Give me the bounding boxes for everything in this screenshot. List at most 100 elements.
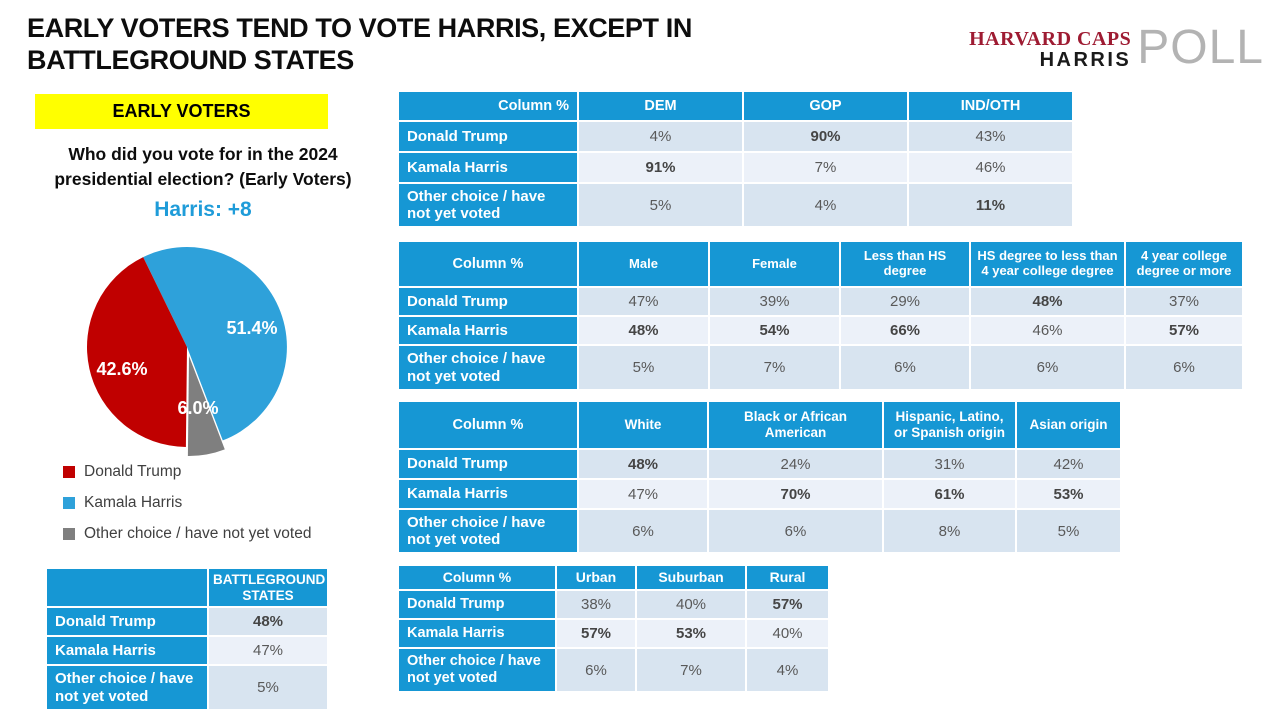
value-cell: 5%	[577, 182, 744, 228]
value-cell: 6%	[969, 344, 1126, 391]
value-cell: 6%	[707, 508, 884, 554]
header-row: Column % White Black or African American Hi…	[397, 400, 1122, 450]
trump-swatch-icon	[63, 466, 75, 478]
header-row: Column % Male Female Less than HS degree HS …	[397, 240, 1244, 288]
logo-harvard-caps: HARVARD CAPS	[969, 28, 1132, 50]
legend-item-trump: Donald Trump	[63, 463, 311, 481]
column-header: 4 year college degree or more	[1124, 240, 1244, 288]
column-header: IND/OTH	[907, 90, 1074, 122]
gender-education-table: Column % Male Female Less than HS degree HS …	[397, 240, 1244, 391]
column-header: Urban	[555, 564, 637, 591]
value-cell: 66%	[839, 315, 971, 346]
value-cell: 53%	[1015, 478, 1122, 510]
value-cell: 91%	[577, 151, 744, 184]
battleground-states-table: BATTLEGROUND STATES Donald Trump 48% Kamala…	[45, 567, 329, 711]
value-cell: 6%	[555, 647, 637, 693]
column-header: HS degree to less than 4 year college de…	[969, 240, 1126, 288]
header-row: Column % Urban Suburban Rural	[397, 564, 830, 591]
column-header: Column %	[397, 400, 579, 450]
value-cell: 70%	[707, 478, 884, 510]
harvard-caps-harris-poll-logo: HARVARD CAPS HARRIS POLL	[969, 21, 1264, 74]
harris-swatch-icon	[63, 497, 75, 509]
value-cell: 31%	[882, 448, 1017, 480]
row-label: Kamala Harris	[397, 478, 579, 510]
urbanicity-table: Column % Urban Suburban Rural Donald Trump 38…	[397, 564, 830, 693]
value-cell: 48%	[207, 606, 329, 637]
value-cell: 4%	[577, 120, 744, 153]
value-cell: 48%	[577, 448, 709, 480]
value-cell: 38%	[555, 589, 637, 620]
pie-chart: 51.4% 42.6% 6.0%	[87, 247, 287, 456]
row-label: Other choice / have not yet voted	[397, 344, 579, 391]
value-cell: 47%	[577, 478, 709, 510]
value-cell: 6%	[839, 344, 971, 391]
title-line-2: BATTLEGROUND STATES	[27, 45, 354, 76]
column-header: Column %	[397, 564, 557, 591]
column-header: Male	[577, 240, 710, 288]
value-cell: 4%	[742, 182, 909, 228]
table-row: Donald Trump 47% 39% 29% 48% 37%	[397, 286, 1244, 317]
value-cell: 4%	[745, 647, 830, 693]
pie-slice-other	[187, 356, 225, 456]
pie-legend: Donald Trump Kamala Harris Other choice …	[63, 463, 311, 556]
row-label: Other choice / have not yet voted	[397, 508, 579, 554]
value-cell: 7%	[708, 344, 841, 391]
value-cell: 40%	[745, 618, 830, 649]
party-table: Column % DEM GOP IND/OTH Donald Trump 4% 90% 43…	[397, 90, 1074, 228]
value-cell: 8%	[882, 508, 1017, 554]
row-label: Other choice / have not yet voted	[397, 647, 557, 693]
column-header: Column %	[397, 240, 579, 288]
value-cell: 37%	[1124, 286, 1244, 317]
value-cell: 90%	[742, 120, 909, 153]
column-header: Column %	[397, 90, 579, 122]
value-cell: 48%	[969, 286, 1126, 317]
legend-label: Donald Trump	[84, 463, 182, 480]
table-row: Other choice / have not yet voted 6% 6% 8% 5…	[397, 508, 1122, 554]
logo-poll: POLL	[1137, 21, 1264, 74]
value-cell: 5%	[207, 664, 329, 711]
column-header: White	[577, 400, 709, 450]
column-header: Hispanic, Latino, or Spanish origin	[882, 400, 1017, 450]
header-row: Column % DEM GOP IND/OTH	[397, 90, 1074, 122]
column-header: Rural	[745, 564, 830, 591]
value-cell: 61%	[882, 478, 1017, 510]
value-cell: 11%	[907, 182, 1074, 228]
legend-item-other: Other choice / have not yet voted	[63, 525, 311, 543]
column-header: Black or African American	[707, 400, 884, 450]
row-label: Donald Trump	[45, 606, 209, 637]
pie-slice-donald-trump	[87, 257, 187, 447]
value-cell: 46%	[969, 315, 1126, 346]
column-header: Female	[708, 240, 841, 288]
row-label: Donald Trump	[397, 589, 557, 620]
pie-label-harris: 51.4%	[226, 318, 277, 338]
poll-question: Who did you vote for in the 2024 preside…	[54, 144, 352, 190]
row-label: Donald Trump	[397, 448, 579, 480]
row-label: Other choice / have not yet voted	[45, 664, 209, 711]
column-header: BATTLEGROUND STATES	[207, 567, 329, 608]
value-cell: 5%	[577, 344, 710, 391]
value-cell: 57%	[745, 589, 830, 620]
title-line-1: EARLY VOTERS TEND TO VOTE HARRIS, EXCEPT…	[27, 13, 692, 43]
table-row: Donald Trump 48% 24% 31% 42%	[397, 448, 1122, 480]
harris-margin-callout: Harris: +8	[154, 198, 252, 221]
legend-label: Other choice / have not yet voted	[84, 525, 312, 542]
header-row: BATTLEGROUND STATES	[45, 567, 329, 608]
column-header: GOP	[742, 90, 909, 122]
pie-label-trump: 42.6%	[96, 359, 147, 379]
column-header: DEM	[577, 90, 744, 122]
page-title: EARLY VOTERS TEND TO VOTE HARRIS, EXCEPT…	[27, 12, 727, 77]
table-row: Kamala Harris 47% 70% 61% 53%	[397, 478, 1122, 510]
value-cell: 7%	[635, 647, 747, 693]
table-row: Kamala Harris 57% 53% 40%	[397, 618, 830, 649]
value-cell: 6%	[1124, 344, 1244, 391]
pie-label-other: 6.0%	[177, 398, 218, 418]
column-header: Asian origin	[1015, 400, 1122, 450]
logo-harris: HARRIS	[1039, 49, 1132, 71]
value-cell: 24%	[707, 448, 884, 480]
value-cell: 48%	[577, 315, 710, 346]
row-label: Kamala Harris	[397, 151, 579, 184]
column-header	[45, 567, 209, 608]
value-cell: 42%	[1015, 448, 1122, 480]
column-header: Less than HS degree	[839, 240, 971, 288]
